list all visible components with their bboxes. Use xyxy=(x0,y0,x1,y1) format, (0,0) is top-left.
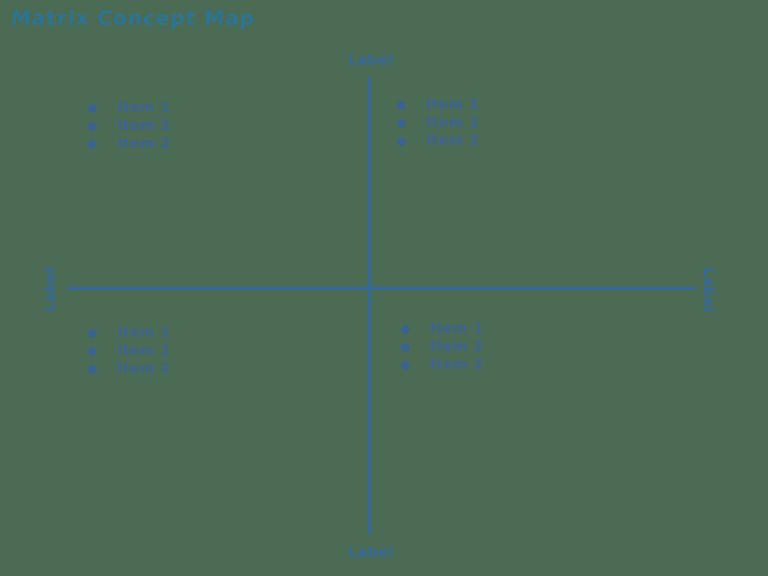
horizontal-axis-line xyxy=(67,287,696,290)
list-item: Item 2 xyxy=(401,338,484,356)
bullet-icon xyxy=(88,103,97,113)
bullet-icon xyxy=(88,121,97,131)
bullet-icon xyxy=(401,342,410,352)
list-item: Item 1 xyxy=(397,96,480,114)
bullet-icon xyxy=(88,328,97,338)
list-item: Item 1 xyxy=(88,324,171,342)
list-item-label: Item 1 xyxy=(426,97,480,113)
bullet-icon xyxy=(397,118,406,128)
quadrant-top-right: Item 1 Item 2 Item 2 xyxy=(397,96,480,150)
list-item: Item 2 xyxy=(88,360,171,378)
axis-label-right: Label xyxy=(700,267,716,313)
quadrant-bottom-right: Item 1 Item 2 Item 2 xyxy=(401,320,484,374)
bullet-icon xyxy=(397,100,406,110)
axis-label-top: Label xyxy=(348,53,394,69)
quadrant-bottom-left: Item 1 Item 2 Item 2 xyxy=(88,324,171,378)
axis-label-bottom: Label xyxy=(348,545,394,561)
list-item: Item 2 xyxy=(401,356,484,374)
bullet-icon xyxy=(401,324,410,334)
list-item-label: Item 2 xyxy=(117,343,171,359)
list-item: Item 2 xyxy=(88,117,171,135)
list-item-label: Item 2 xyxy=(430,357,484,373)
bullet-icon xyxy=(397,136,406,146)
vertical-axis-line xyxy=(368,77,371,535)
axis-label-left: Label xyxy=(43,266,59,312)
list-item-label: Item 1 xyxy=(117,100,171,116)
list-item-label: Item 1 xyxy=(430,321,484,337)
list-item-label: Item 2 xyxy=(426,133,480,149)
bullet-icon xyxy=(88,346,97,356)
list-item-label: Item 2 xyxy=(117,361,171,377)
list-item-label: Item 2 xyxy=(117,118,171,134)
list-item-label: Item 2 xyxy=(117,136,171,152)
list-item-label: Item 1 xyxy=(117,325,171,341)
bullet-icon xyxy=(88,364,97,374)
list-item: Item 2 xyxy=(88,135,171,153)
list-item-label: Item 2 xyxy=(430,339,484,355)
diagram-title: Matrix Concept Map xyxy=(10,6,256,30)
list-item: Item 2 xyxy=(397,132,480,150)
bullet-icon xyxy=(401,360,410,370)
list-item: Item 2 xyxy=(88,342,171,360)
list-item-label: Item 2 xyxy=(426,115,480,131)
quadrant-top-left: Item 1 Item 2 Item 2 xyxy=(88,99,171,153)
list-item: Item 2 xyxy=(397,114,480,132)
list-item: Item 1 xyxy=(401,320,484,338)
bullet-icon xyxy=(88,139,97,149)
list-item: Item 1 xyxy=(88,99,171,117)
